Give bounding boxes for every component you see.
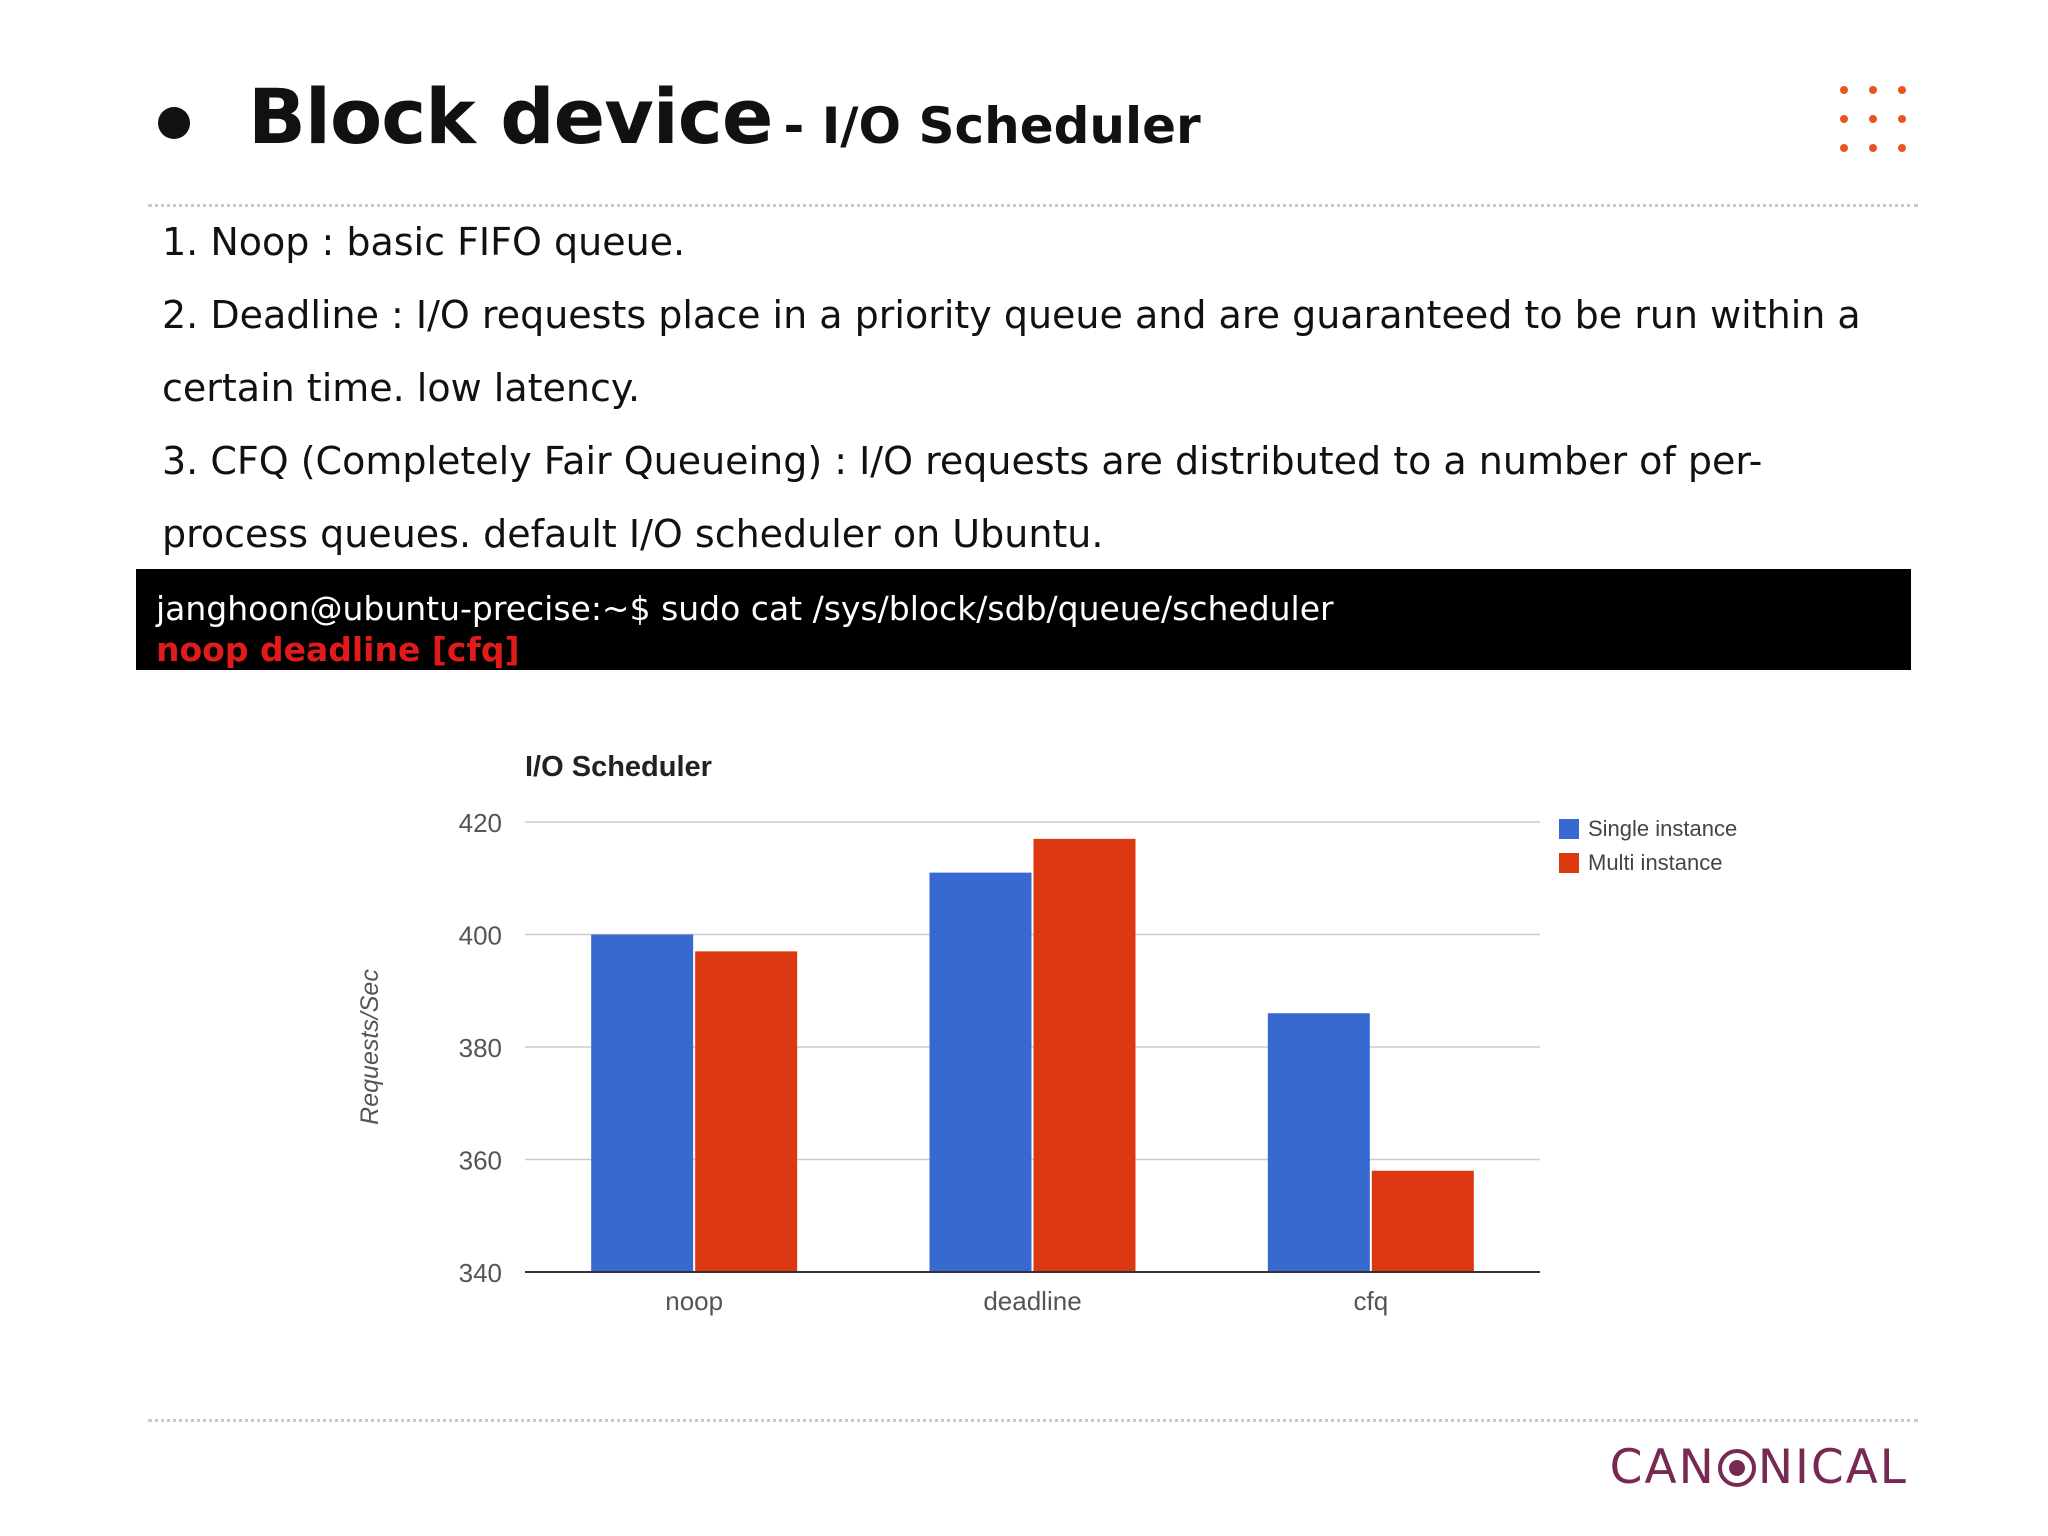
bar-cfq-multi — [1371, 1170, 1474, 1272]
y-tick-label: 340 — [459, 1258, 502, 1288]
decorative-dots-icon — [1840, 86, 1908, 154]
terminal-output: noop deadline [cfq] — [156, 630, 520, 669]
logo-circle-icon — [1717, 1448, 1756, 1487]
top-divider — [148, 204, 1918, 207]
title-sub: - I/O Scheduler — [783, 97, 1201, 155]
bar-cfq-single — [1267, 1013, 1370, 1272]
terminal-command: janghoon@ubuntu-precise:~$ sudo cat /sys… — [156, 589, 1334, 628]
y-axis-label: Requests/Sec — [356, 969, 384, 1125]
title-bullet — [158, 107, 190, 139]
terminal-block: janghoon@ubuntu-precise:~$ sudo cat /sys… — [136, 569, 1911, 670]
y-tick-label: 360 — [459, 1146, 502, 1176]
title-main: Block device — [248, 72, 773, 161]
chart-title: I/O Scheduler — [525, 751, 712, 783]
bar-deadline-multi — [1033, 838, 1136, 1272]
description-line: process queues. default I/O scheduler on… — [162, 512, 1104, 556]
description-list: 1. Noop : basic FIFO queue. 2. Deadline … — [162, 206, 1862, 571]
logo-text-start: CAN — [1609, 1440, 1716, 1495]
y-tick-label: 400 — [459, 921, 502, 951]
x-tick-label: deadline — [983, 1286, 1081, 1316]
bar-noop-single — [591, 934, 694, 1272]
io-scheduler-chart: I/O Scheduler 340 360 380 400 420 Requests/Sec… — [356, 751, 1737, 1316]
description-line: 2. Deadline : I/O requests place in a pr… — [162, 293, 1861, 337]
y-tick-label: 420 — [459, 808, 502, 838]
canonical-logo: CAN NICAL — [1610, 1440, 1908, 1495]
legend-swatch — [1559, 819, 1579, 839]
bottom-divider — [148, 1419, 1918, 1422]
logo-text-end: NICAL — [1757, 1440, 1908, 1495]
description-line: certain time. low latency. — [162, 366, 641, 410]
description-line: 1. Noop : basic FIFO queue. — [162, 220, 686, 264]
legend-swatch — [1559, 853, 1579, 873]
slide-title: Block device - I/O Scheduler — [248, 72, 1201, 161]
x-tick-label: cfq — [1353, 1286, 1388, 1316]
legend-label: Multi instance — [1588, 850, 1723, 875]
bar-noop-multi — [695, 951, 798, 1272]
legend-label: Single instance — [1588, 816, 1737, 841]
description-line: 3. CFQ (Completely Fair Queueing) : I/O … — [162, 439, 1763, 483]
bar-deadline-single — [929, 872, 1032, 1272]
y-tick-label: 380 — [459, 1033, 502, 1063]
x-tick-label: noop — [665, 1286, 723, 1316]
